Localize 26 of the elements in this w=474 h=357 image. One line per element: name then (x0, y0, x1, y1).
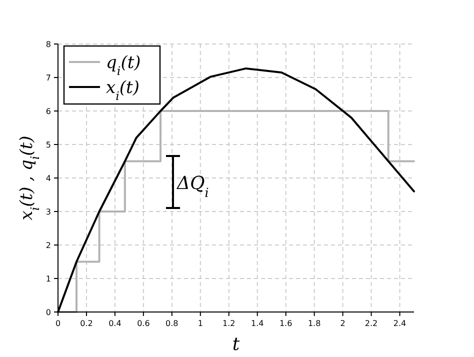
x-tick-label: 1.8 (308, 319, 321, 328)
y-tick-label: 5 (46, 140, 51, 150)
y-tick-label: 2 (46, 241, 51, 250)
legend-label: x$_{i}$(t) (106, 78, 140, 103)
legend-label: q$_{i}$(t) (106, 53, 141, 78)
y-tick-label: 3 (46, 208, 51, 216)
x-tick-label: 0.4 (108, 319, 122, 328)
y-tick-label: 0 (46, 308, 51, 317)
x-tick-label: 0 (55, 319, 61, 328)
x-tick-label: 1 (198, 319, 203, 328)
x-tick-label: 2.4 (393, 319, 406, 328)
x-tick-label: 1.6 (279, 319, 292, 328)
x-tick-label: 0.8 (166, 319, 178, 328)
x-tick-label: 1.2 (222, 319, 236, 328)
x-axis-title: t (232, 334, 240, 355)
y-tick-label: 6 (46, 107, 51, 116)
x-tick-label: 2 (340, 319, 346, 328)
y-tick-label: 4 (46, 174, 51, 183)
y-tick-label: 8 (46, 40, 51, 49)
y-tick-label: 1 (46, 274, 51, 284)
x-tick-label: 0.6 (137, 319, 150, 328)
x-tick-label: 2.2 (364, 319, 378, 328)
annotation: ΔQ$_{i}$ (176, 173, 209, 200)
x-tick-label: 1.4 (250, 319, 264, 328)
y-tick-label: 7 (46, 74, 51, 82)
x-tick-label: 0.2 (80, 319, 93, 328)
